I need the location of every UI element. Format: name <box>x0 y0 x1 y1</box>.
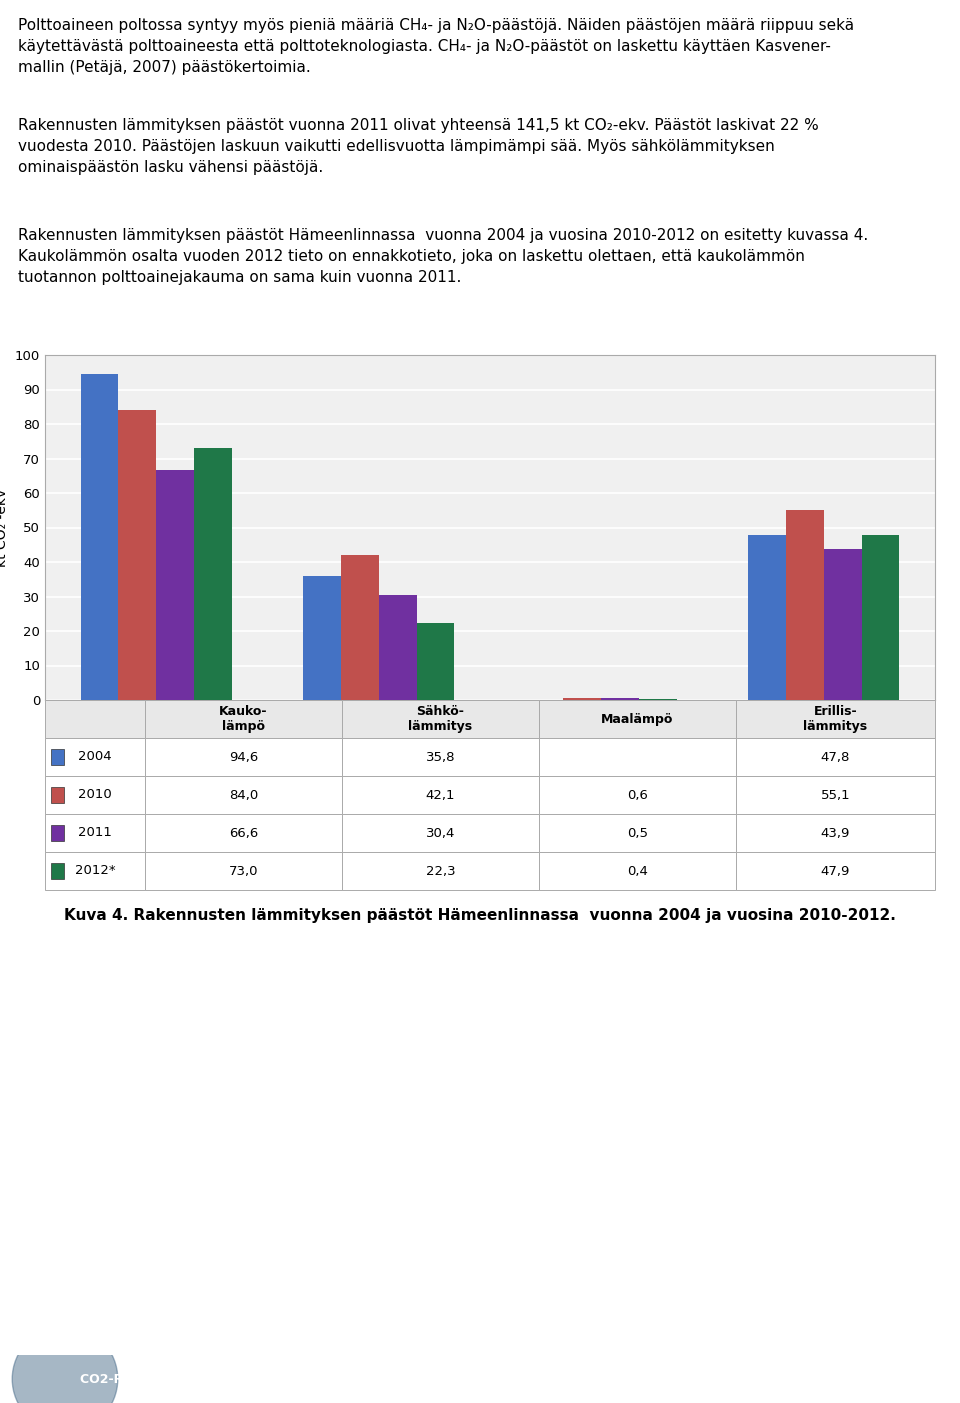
Bar <box>51 863 63 880</box>
Bar <box>342 700 539 738</box>
Text: Rakennusten lämmityksen päästöt Hämeenlinnassa  vuonna 2004 ja vuosina 2010-2012: Rakennusten lämmityksen päästöt Hämeenli… <box>18 229 868 243</box>
Text: 30,4: 30,4 <box>426 826 455 839</box>
Text: 73,0: 73,0 <box>228 864 258 877</box>
Text: 0,5: 0,5 <box>627 826 648 839</box>
Bar <box>51 749 63 765</box>
Bar <box>45 700 145 738</box>
Bar <box>736 852 935 890</box>
Text: 43,9: 43,9 <box>821 826 851 839</box>
Bar <box>736 700 935 738</box>
Text: Kaukolämmön osalta vuoden 2012 tieto on ennakkotieto, joka on laskettu olettaen,: Kaukolämmön osalta vuoden 2012 tieto on … <box>18 248 804 264</box>
Bar <box>145 700 342 738</box>
Text: Maalämpö: Maalämpö <box>601 713 674 725</box>
Text: 0,4: 0,4 <box>627 864 648 877</box>
Text: 84,0: 84,0 <box>228 788 258 801</box>
Text: Erillis-
lämmitys: Erillis- lämmitys <box>804 704 868 732</box>
Bar <box>379 595 417 700</box>
Y-axis label: kt CO₂ -ekv: kt CO₂ -ekv <box>0 488 10 567</box>
Text: mallin (Petäjä, 2007) päästökertoimia.: mallin (Petäjä, 2007) päästökertoimia. <box>18 60 311 74</box>
Bar <box>539 776 736 814</box>
Bar <box>539 700 736 738</box>
Bar <box>539 738 736 776</box>
Text: 47,8: 47,8 <box>821 751 851 763</box>
Bar <box>145 814 342 852</box>
Bar <box>118 410 156 700</box>
Bar <box>539 852 736 890</box>
Bar <box>342 814 539 852</box>
Text: käytettävästä polttoaineesta että polttoteknologiasta. CH₄- ja N₂O-päästöt on la: käytettävästä polttoaineesta että poltto… <box>18 39 830 53</box>
Text: 94,6: 94,6 <box>228 751 258 763</box>
Text: 22,3: 22,3 <box>425 864 455 877</box>
Text: 66,6: 66,6 <box>228 826 258 839</box>
Bar <box>342 776 539 814</box>
Text: Sähkö-
lämmitys: Sähkö- lämmitys <box>408 704 472 732</box>
Bar <box>861 535 900 700</box>
Bar <box>145 776 342 814</box>
Bar <box>194 448 232 700</box>
Bar <box>45 814 145 852</box>
Text: 55,1: 55,1 <box>821 788 851 801</box>
Circle shape <box>12 1326 118 1403</box>
Bar <box>748 535 786 700</box>
Text: 2011: 2011 <box>78 826 112 839</box>
Bar <box>786 509 824 700</box>
Bar <box>736 776 935 814</box>
Bar <box>81 373 118 700</box>
Text: CO2-RAPORTTI | BENVIROC OY 2013: CO2-RAPORTTI | BENVIROC OY 2013 <box>80 1372 332 1386</box>
Bar <box>601 699 639 700</box>
Bar <box>51 787 63 803</box>
Bar <box>342 738 539 776</box>
Text: Rakennusten lämmityksen päästöt vuonna 2011 olivat yhteensä 141,5 kt CO₂-ekv. Pä: Rakennusten lämmityksen päästöt vuonna 2… <box>18 118 819 133</box>
Text: 19: 19 <box>895 1367 930 1390</box>
Bar <box>824 549 861 700</box>
Bar <box>156 470 194 700</box>
Bar <box>736 738 935 776</box>
Text: Polttoaineen poltossa syntyy myös pieniä määriä CH₄- ja N₂O-päästöjä. Näiden pää: Polttoaineen poltossa syntyy myös pieniä… <box>18 18 854 34</box>
Bar <box>736 814 935 852</box>
Bar <box>145 852 342 890</box>
Bar <box>341 554 379 700</box>
Text: 42,1: 42,1 <box>425 788 455 801</box>
Text: 35,8: 35,8 <box>425 751 455 763</box>
Text: 0,6: 0,6 <box>627 788 648 801</box>
Bar <box>303 577 341 700</box>
Text: Kuva 4. Rakennusten lämmityksen päästöt Hämeenlinnassa  vuonna 2004 ja vuosina 2: Kuva 4. Rakennusten lämmityksen päästöt … <box>64 908 896 923</box>
Text: vuodesta 2010. Päästöjen laskuun vaikutti edellisvuotta lämpimämpi sää. Myös säh: vuodesta 2010. Päästöjen laskuun vaikutt… <box>18 139 775 154</box>
Text: 2012*: 2012* <box>75 864 115 877</box>
Text: Kauko-
lämpö: Kauko- lämpö <box>219 704 268 732</box>
Text: tuotannon polttoainejakauma on sama kuin vuonna 2011.: tuotannon polttoainejakauma on sama kuin… <box>18 269 462 285</box>
Bar <box>145 738 342 776</box>
Bar <box>45 776 145 814</box>
Text: ominaispäästön lasku vähensi päästöjä.: ominaispäästön lasku vähensi päästöjä. <box>18 160 324 175</box>
Text: 2004: 2004 <box>78 751 111 763</box>
Bar <box>564 697 601 700</box>
Bar <box>539 814 736 852</box>
Text: 47,9: 47,9 <box>821 864 851 877</box>
Text: 2010: 2010 <box>78 788 112 801</box>
Bar <box>417 623 454 700</box>
Bar <box>51 825 63 840</box>
Bar <box>342 852 539 890</box>
Bar <box>45 852 145 890</box>
Bar <box>45 738 145 776</box>
